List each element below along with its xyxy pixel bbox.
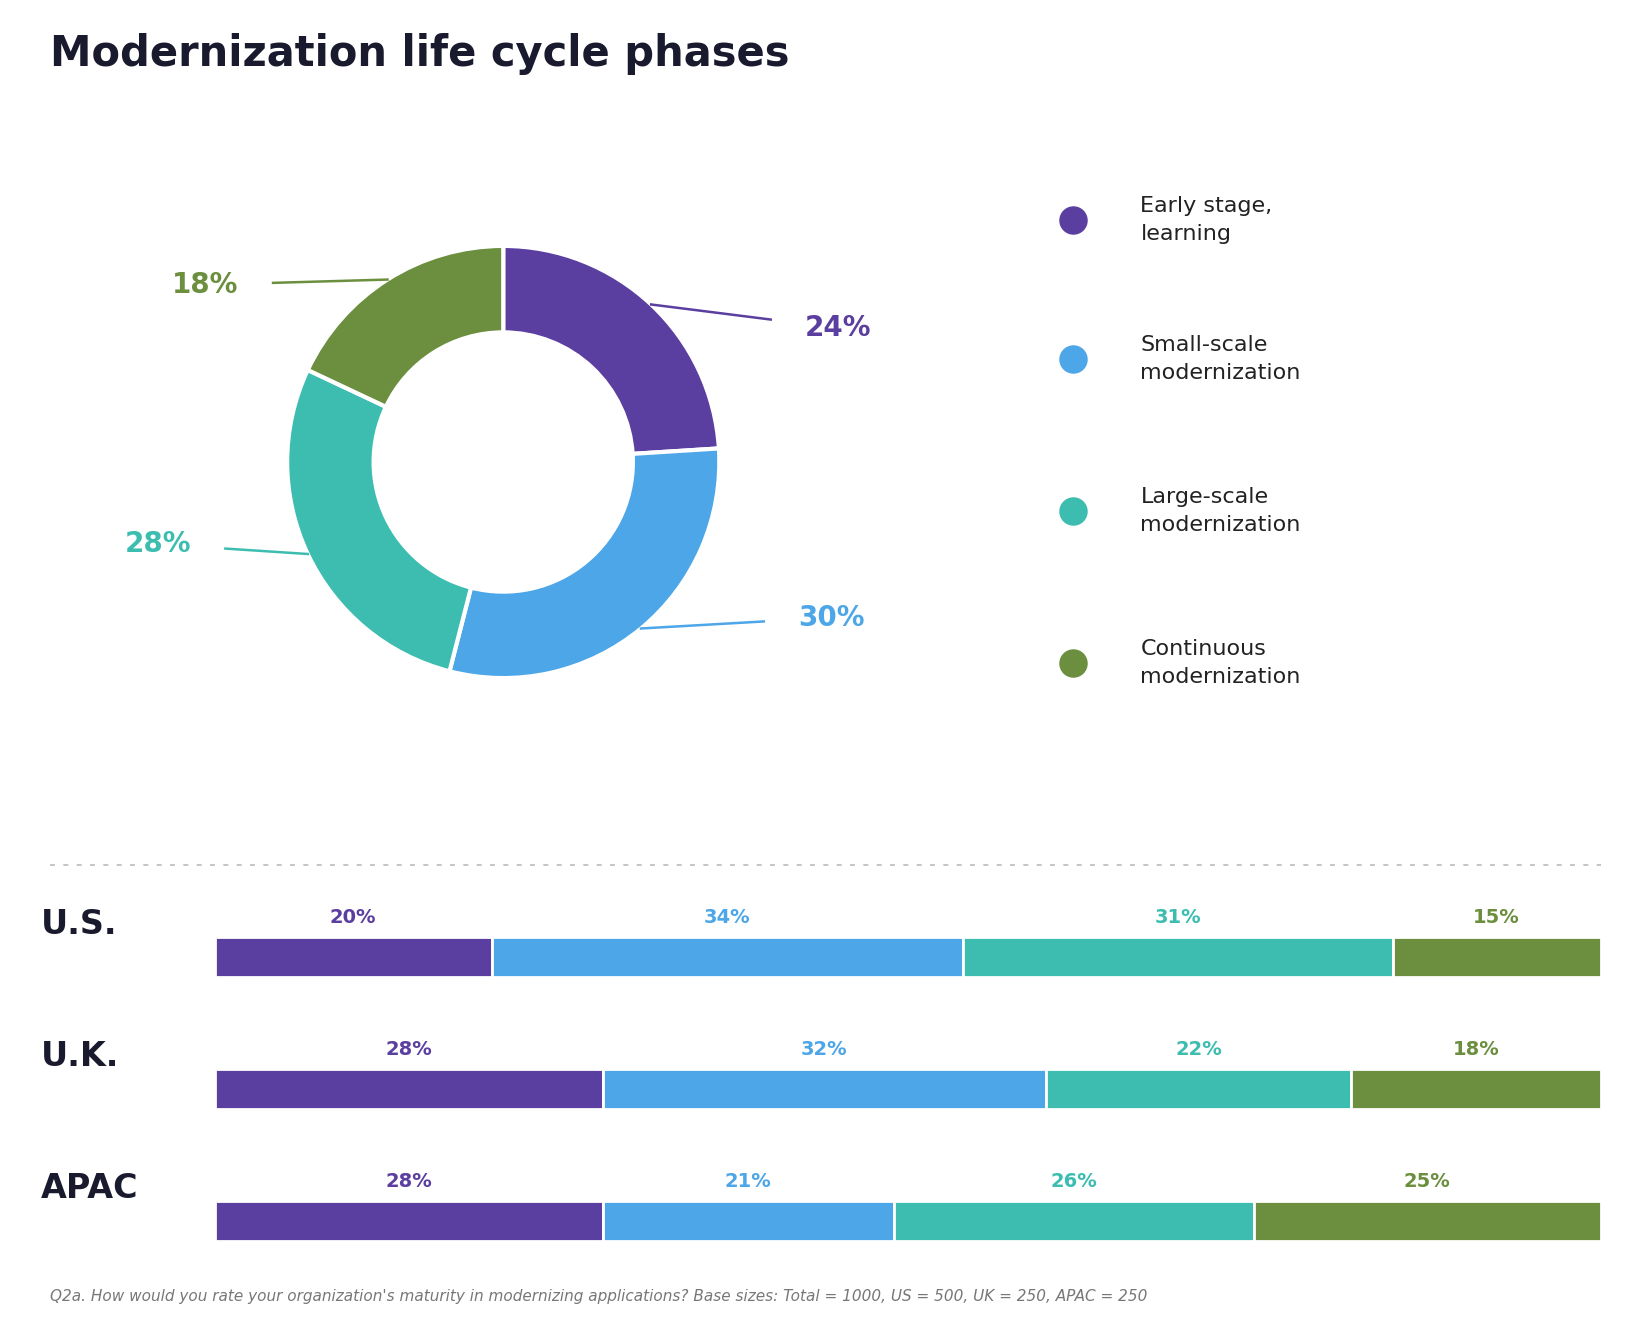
Wedge shape <box>309 246 503 407</box>
Bar <box>1351 1069 1600 1109</box>
Circle shape <box>140 220 271 350</box>
Text: 30%: 30% <box>799 603 865 631</box>
Bar <box>492 937 964 977</box>
Text: 22%: 22% <box>1175 1040 1223 1059</box>
Text: Early stage,
learning: Early stage, learning <box>1140 195 1272 244</box>
Text: 34%: 34% <box>705 908 751 927</box>
Text: 28%: 28% <box>384 1040 432 1059</box>
Bar <box>602 1069 1046 1109</box>
Text: 18%: 18% <box>1452 1040 1500 1059</box>
Text: Small-scale
modernization: Small-scale modernization <box>1140 335 1300 383</box>
Text: U.S.: U.S. <box>41 908 117 940</box>
Wedge shape <box>287 370 470 672</box>
Text: U.K.: U.K. <box>41 1040 119 1072</box>
Text: 15%: 15% <box>1473 908 1520 927</box>
Point <box>1059 652 1086 673</box>
Bar <box>602 1201 894 1241</box>
Text: 31%: 31% <box>1155 908 1201 927</box>
Bar <box>1254 1201 1600 1241</box>
Text: 25%: 25% <box>1404 1172 1450 1191</box>
Bar <box>214 1201 602 1241</box>
Bar <box>214 937 492 977</box>
Point <box>1059 209 1086 230</box>
Text: Large-scale
modernization: Large-scale modernization <box>1140 487 1300 535</box>
Text: Continuous
modernization: Continuous modernization <box>1140 639 1300 688</box>
Point <box>1059 348 1086 370</box>
Wedge shape <box>503 246 719 454</box>
Text: 24%: 24% <box>805 314 871 342</box>
Text: APAC: APAC <box>41 1172 139 1204</box>
Bar <box>964 937 1393 977</box>
Text: Q2a. How would you rate your organization's maturity in modernizing applications: Q2a. How would you rate your organizatio… <box>50 1290 1147 1304</box>
Text: Modernization life cycle phases: Modernization life cycle phases <box>50 33 789 75</box>
Point <box>1059 500 1086 521</box>
Circle shape <box>774 263 903 393</box>
Text: 32%: 32% <box>800 1040 848 1059</box>
Text: 28%: 28% <box>384 1172 432 1191</box>
Text: 21%: 21% <box>724 1172 772 1191</box>
Circle shape <box>767 553 896 682</box>
Bar <box>894 1201 1254 1241</box>
Wedge shape <box>449 449 719 678</box>
Text: 26%: 26% <box>1051 1172 1097 1191</box>
Text: 20%: 20% <box>330 908 376 927</box>
Bar <box>1046 1069 1351 1109</box>
Bar <box>214 1069 602 1109</box>
Circle shape <box>92 479 223 609</box>
Text: 28%: 28% <box>124 531 191 558</box>
Text: 18%: 18% <box>172 271 238 298</box>
Bar <box>1393 937 1600 977</box>
